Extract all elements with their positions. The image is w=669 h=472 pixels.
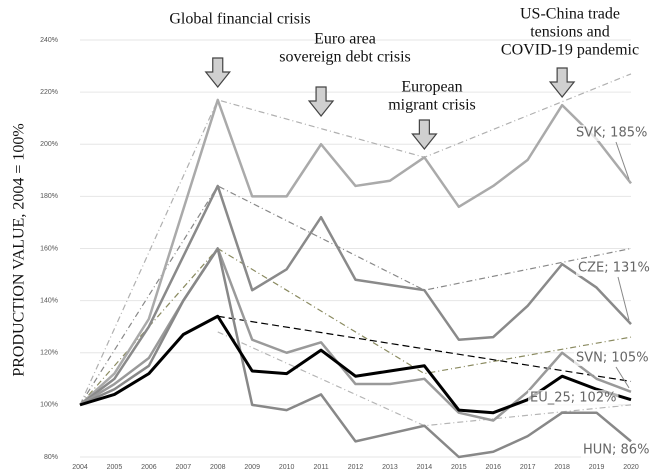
x-tick-label: 2019 [589, 464, 605, 471]
x-tick-label: 2017 [520, 464, 536, 471]
x-tick-label: 2009 [244, 464, 260, 471]
y-tick-label: 220% [40, 89, 58, 96]
end-label: CZE; 131% [578, 261, 650, 276]
x-tick-label: 2008 [210, 464, 226, 471]
event-label: European [401, 79, 462, 96]
x-tick-label: 2014 [417, 464, 433, 471]
label-bg [581, 442, 652, 458]
trend-line [217, 315, 632, 383]
y-tick-label: 240% [40, 37, 58, 44]
x-tick-label: 2004 [72, 464, 88, 471]
x-tick-label: 2011 [314, 464, 329, 471]
x-tick-label: 2005 [107, 464, 123, 471]
label-bg [574, 350, 651, 366]
leader-line [617, 276, 630, 321]
label-bg [574, 125, 650, 141]
y-tick-label: 180% [40, 193, 58, 200]
series-line [79, 184, 632, 406]
y-axis-label: PRODUCTION VALUE, 2004 = 100% [11, 123, 28, 376]
event-label: migrant crisis [388, 97, 476, 114]
y-tick-label: 200% [40, 141, 58, 148]
event-label: COVID-19 pandemic [501, 42, 639, 59]
x-tick-label: 2016 [485, 464, 501, 471]
series-line [79, 98, 632, 406]
event-label: US-China trade [520, 6, 620, 23]
x-tick-label: 2020 [623, 464, 639, 471]
event-label: Euro area [314, 31, 376, 48]
x-tick-label: 2013 [382, 464, 398, 471]
x-tick-label: 2010 [279, 464, 295, 471]
x-tick-label: 2006 [141, 464, 157, 471]
event-label: Global financial crisis [169, 11, 310, 28]
event-label: sovereign debt crisis [279, 49, 411, 66]
y-tick-label: 80% [44, 454, 58, 461]
event-arrow [548, 67, 576, 98]
leader-line [615, 141, 630, 180]
y-tick-label: 120% [40, 350, 58, 357]
trend-line [79, 185, 632, 406]
event-label: tensions and [530, 24, 610, 41]
label-bg [576, 260, 652, 276]
end-label: HUN; 86% [583, 443, 649, 458]
y-tick-label: 160% [40, 245, 58, 252]
trend-line [79, 73, 632, 406]
x-tick-label: 2012 [348, 464, 364, 471]
x-tick-label: 2015 [451, 464, 467, 471]
y-tick-label: 140% [40, 297, 58, 304]
end-label: SVK; 185% [576, 126, 647, 141]
y-tick-label: 100% [40, 402, 58, 409]
x-tick-label: 2018 [554, 464, 570, 471]
x-tick-label: 2007 [176, 464, 192, 471]
end-label: SVN; 105% [576, 351, 649, 366]
end-label: EU_25; 102% [530, 391, 616, 406]
label-bg [528, 390, 619, 406]
event-arrow [204, 57, 231, 88]
event-arrow [411, 119, 438, 150]
event-arrow [307, 86, 335, 117]
series-line [79, 247, 632, 459]
leader-line [615, 366, 630, 389]
